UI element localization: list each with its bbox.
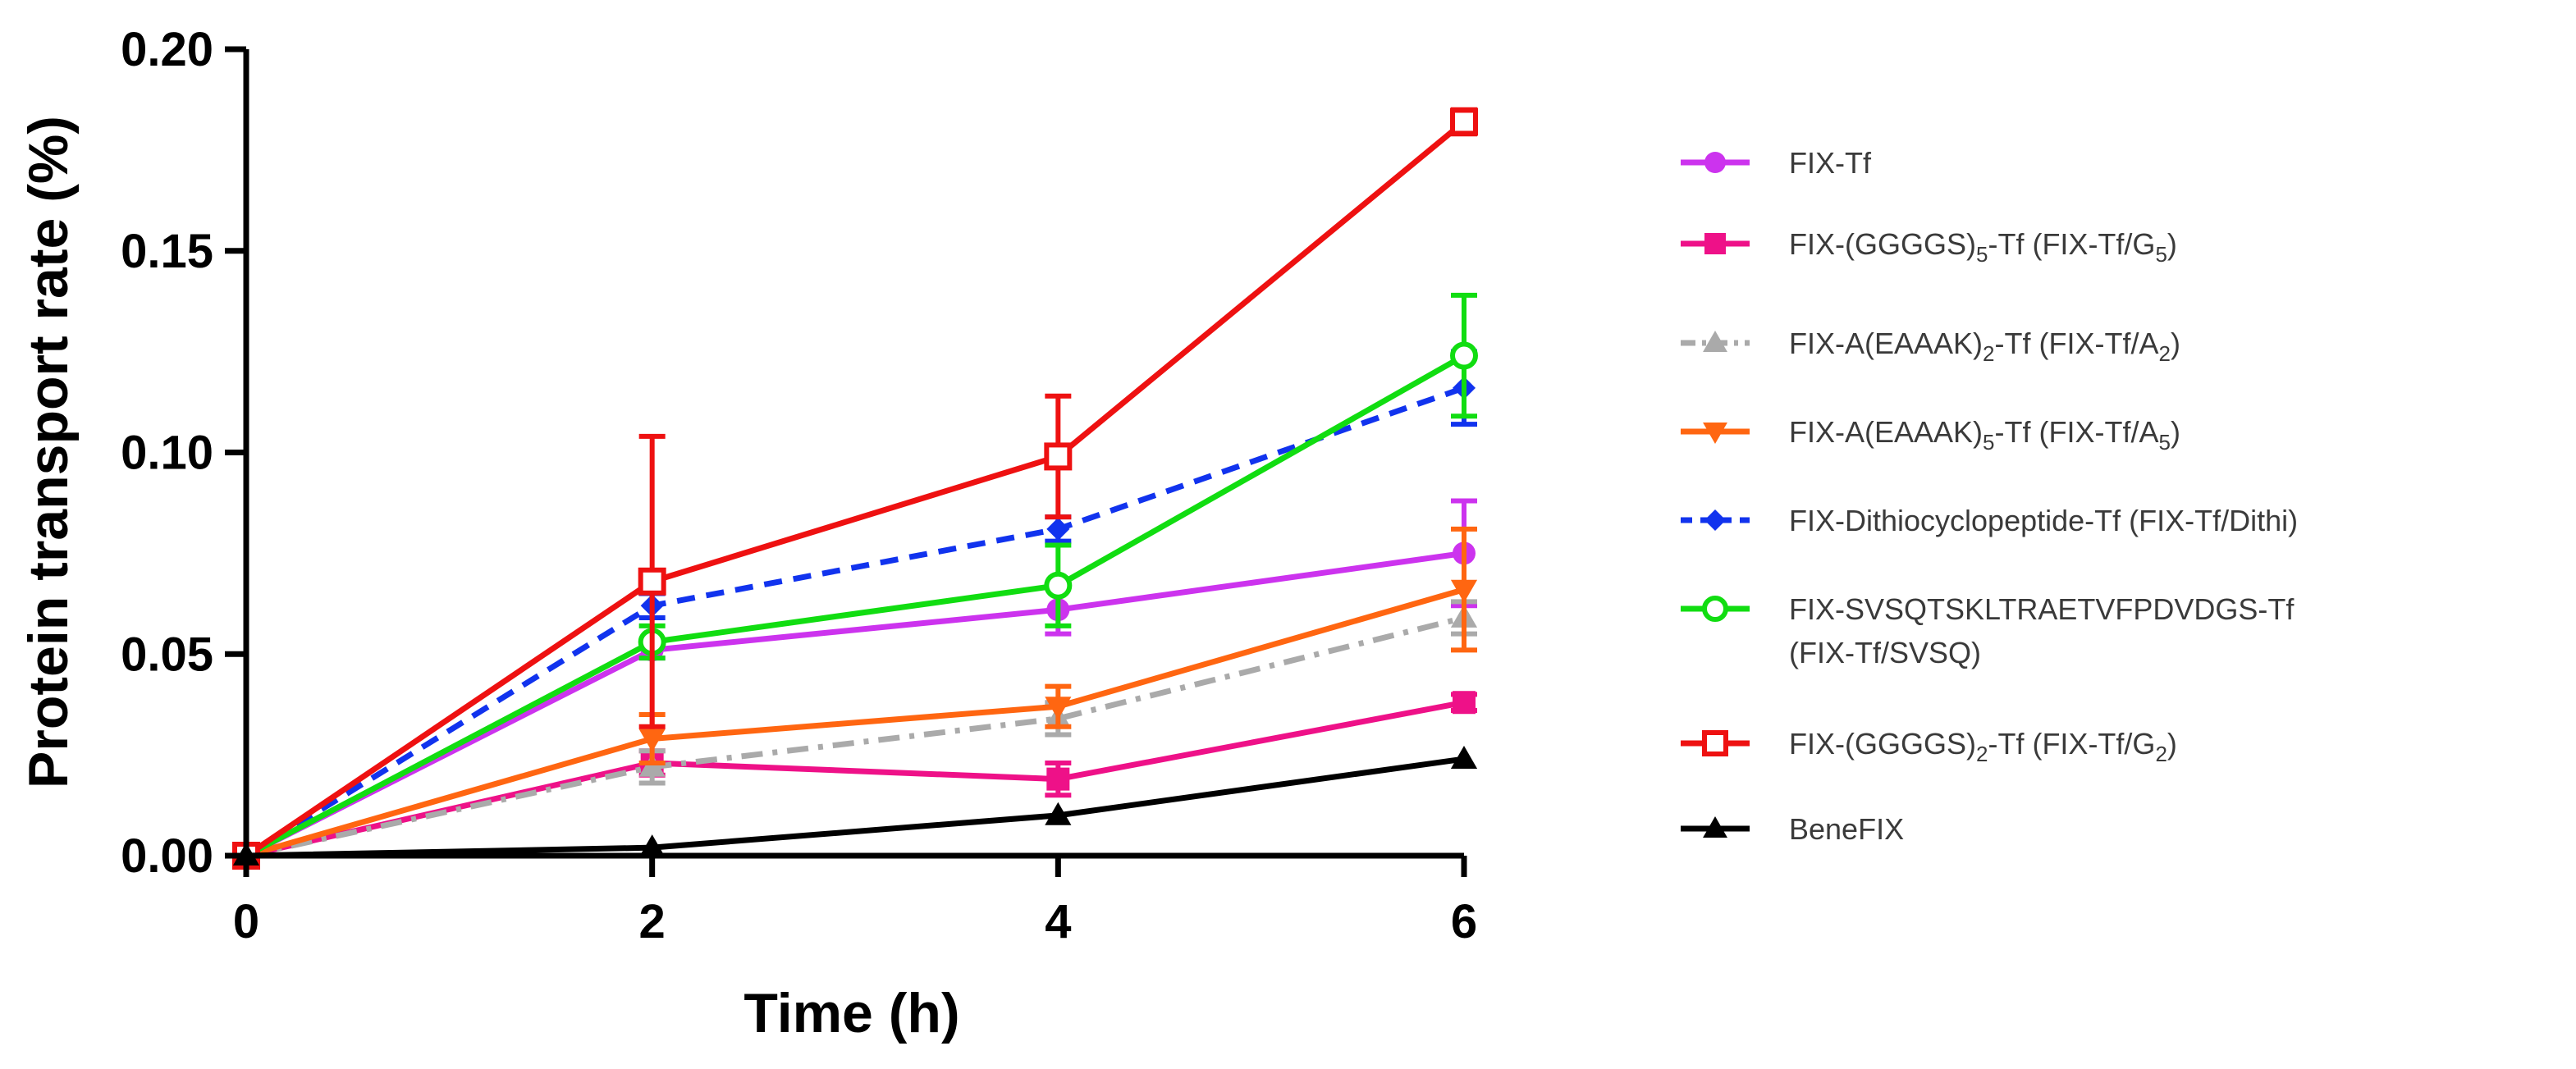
- legend: FIX-Tf FIX-(GGGGS)5-Tf (FIX-Tf/G5) FIX-A(E…: [1681, 146, 2298, 846]
- data-point: [1045, 802, 1072, 825]
- legend-item: FIX-Tf: [1681, 146, 1872, 180]
- legend-marker: [1702, 730, 1728, 756]
- legend-item: FIX-A(EAAAK)5-Tf (FIX-Tf/A5): [1681, 415, 2180, 455]
- data-point: [1046, 517, 1070, 541]
- series-line: [245, 756, 1465, 859]
- data-point: [1044, 571, 1073, 600]
- data-point: [1045, 697, 1072, 720]
- data-point: [1450, 579, 1478, 603]
- data-point: [638, 729, 666, 752]
- legend-label: BeneFIX: [1789, 812, 1904, 846]
- legend-label: FIX-Tf: [1789, 146, 1872, 180]
- legend-label: FIX-Dithiocyclopeptide-Tf (FIX-Tf/Dithi): [1789, 504, 2298, 537]
- legend-marker: [1704, 152, 1726, 173]
- legend-marker: [1703, 331, 1727, 353]
- data-point: [1450, 341, 1478, 370]
- series-line: [245, 699, 1465, 859]
- series-6: [232, 107, 1478, 870]
- legend-label: FIX-SVSQTSKLTRAETVFPDVDGS-Tf: [1789, 592, 2295, 626]
- series-layer: [232, 107, 1478, 870]
- series-1: [235, 691, 1477, 867]
- x-tick-label: 2: [639, 895, 666, 948]
- legend-item: BeneFIX: [1681, 812, 1904, 846]
- legend-label: FIX-(GGGGS)2-Tf (FIX-Tf/G2): [1789, 727, 2177, 766]
- data-point: [1450, 107, 1478, 136]
- data-point: [638, 834, 666, 858]
- legend-label: FIX-A(EAAAK)2-Tf (FIX-Tf/A2): [1789, 327, 2180, 366]
- x-tick-label: 6: [1451, 895, 1477, 948]
- series-line: [245, 385, 1466, 858]
- legend-item: FIX-A(EAAAK)2-Tf (FIX-Tf/A2): [1681, 327, 2180, 366]
- y-tick-label: 0.15: [121, 225, 213, 278]
- legend-item: FIX-SVSQTSKLTRAETVFPDVDGS-Tf (FIX-Tf/SVSQ…: [1681, 592, 2295, 669]
- y-tick-label: 0.20: [121, 23, 213, 76]
- series-7: [232, 745, 1478, 866]
- series-line: [245, 353, 1466, 859]
- series-line: [245, 587, 1465, 859]
- data-point: [1450, 745, 1478, 769]
- legend-marker: [1703, 422, 1727, 444]
- data-point: [1046, 767, 1070, 791]
- x-tick-label: 4: [1045, 895, 1071, 948]
- y-tick-label: 0.05: [121, 628, 213, 681]
- legend-label: FIX-(GGGGS)5-Tf (FIX-Tf/G5): [1789, 227, 2177, 267]
- legend-item: FIX-(GGGGS)2-Tf (FIX-Tf/G2): [1681, 727, 2177, 766]
- legend-label: FIX-A(EAAAK)5-Tf (FIX-Tf/A5): [1789, 415, 2180, 455]
- x-axis-title: Time (h): [744, 982, 959, 1044]
- legend-marker: [1702, 596, 1728, 622]
- legend-marker: [1704, 233, 1726, 254]
- series-line: [245, 550, 1465, 859]
- legend-item: FIX-Dithiocyclopeptide-Tf (FIX-Tf/Dithi): [1681, 504, 2298, 537]
- legend-item: FIX-(GGGGS)5-Tf (FIX-Tf/G5): [1681, 227, 2177, 267]
- legend-marker: [1703, 816, 1727, 838]
- y-tick-label: 0.10: [121, 427, 213, 480]
- legend-label-line2: (FIX-Tf/SVSQ): [1789, 636, 1981, 669]
- data-point: [1453, 691, 1476, 715]
- y-axis-title: Protein transport rate (%): [17, 116, 80, 788]
- y-tick-label: 0.00: [121, 829, 213, 883]
- series-4: [235, 349, 1477, 867]
- x-tick-label: 0: [233, 895, 259, 948]
- legend-marker: [1704, 509, 1726, 531]
- data-point: [1044, 442, 1073, 471]
- tick-layer: 0.00 0.05 0.10 0.15 0.20 0 2 4 6: [121, 23, 1477, 948]
- data-point: [638, 567, 666, 596]
- series-0: [235, 498, 1477, 867]
- series-line: [245, 119, 1466, 858]
